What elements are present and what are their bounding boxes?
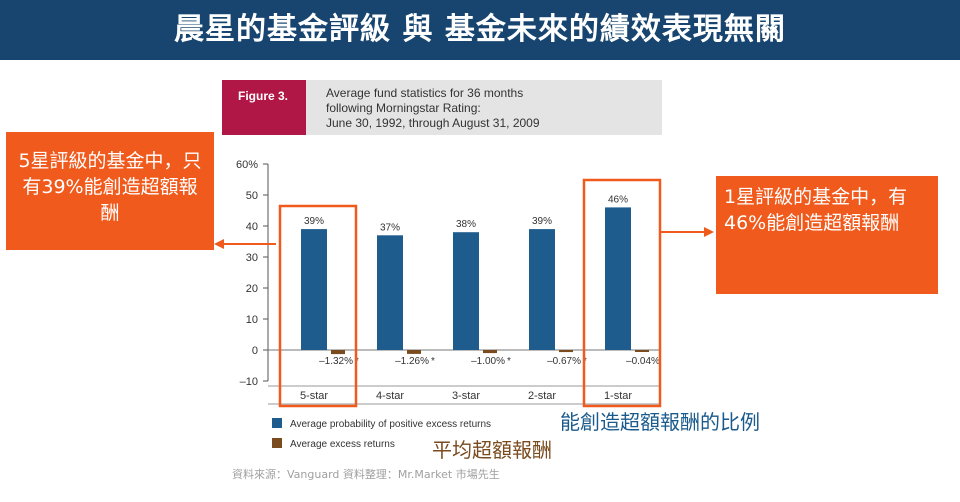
- y-tick-label: –10: [240, 376, 258, 388]
- bar-probability: [529, 229, 555, 350]
- arrowhead-left: [214, 239, 224, 249]
- highlight-box-1-star: [582, 178, 662, 408]
- callout-5-star: 5星評級的基金中，只有39%能創造超額報酬: [6, 132, 214, 250]
- y-tick-label: 20: [246, 283, 258, 295]
- x-tick-label: 2-star: [528, 390, 556, 402]
- bar-probability-label: 39%: [532, 216, 552, 227]
- figure-caption-box: Figure 3. Average fund statistics for 36…: [222, 80, 662, 135]
- y-tick-label: 0: [252, 345, 258, 357]
- title-banner: 晨星的基金評級 與 基金未來的績效表現無關: [0, 0, 960, 60]
- bar-returns-label: –1.32% *: [319, 356, 359, 367]
- y-tick-label: 60%: [236, 159, 258, 171]
- bar-returns: [331, 350, 345, 355]
- bar-returns: [559, 350, 573, 353]
- page-title: 晨星的基金評級 與 基金未來的績效表現無關: [174, 12, 786, 47]
- x-tick-label: 5-star: [300, 390, 328, 402]
- figure-label: Figure 3.: [222, 80, 306, 135]
- bar-returns: [407, 350, 421, 354]
- x-tick-label: 3-star: [452, 390, 480, 402]
- bar-probability-label: 46%: [608, 194, 628, 205]
- callout-1-star: 1星評級的基金中，有46%能創造超額報酬: [716, 176, 938, 294]
- legend-swatch-probability: [272, 418, 282, 428]
- bar-probability: [301, 229, 327, 350]
- bar-returns-label: –1.00% *: [471, 356, 511, 367]
- legend-label-returns: Average excess returns: [290, 439, 395, 450]
- legend-swatch-returns: [272, 438, 282, 448]
- y-tick-label: 30: [246, 252, 258, 264]
- bar-probability: [377, 235, 403, 350]
- annotation-probability: 能創造超額報酬的比例: [560, 410, 760, 434]
- bar-probability: [453, 232, 479, 350]
- bar-probability-label: 38%: [456, 219, 476, 230]
- highlight-box-5-star: [278, 204, 358, 408]
- source-note: 資料來源：Vanguard 資料整理：Mr.Market 市場先生: [232, 468, 500, 481]
- x-tick-label: 1-star: [604, 390, 632, 402]
- bar-probability: [605, 207, 631, 350]
- y-tick-label: 50: [246, 190, 258, 202]
- bar-returns: [483, 350, 497, 354]
- figure-caption: Average fund statistics for 36 months fo…: [326, 86, 540, 130]
- bar-returns: [635, 350, 649, 352]
- y-tick-label: 40: [246, 221, 258, 233]
- bar-probability-label: 37%: [380, 222, 400, 233]
- bar-returns-label: –0.67% *: [547, 356, 587, 367]
- bar-returns-label: –1.26% *: [395, 356, 435, 367]
- bar-probability-label: 39%: [304, 216, 324, 227]
- x-tick-label: 4-star: [376, 390, 404, 402]
- legend-label-probability: Average probability of positive excess r…: [290, 419, 491, 430]
- y-tick-label: 10: [246, 314, 258, 326]
- arrowhead-right: [704, 227, 714, 237]
- bar-returns-label: –0.04%: [626, 356, 660, 367]
- annotation-returns: 平均超額報酬: [432, 438, 552, 462]
